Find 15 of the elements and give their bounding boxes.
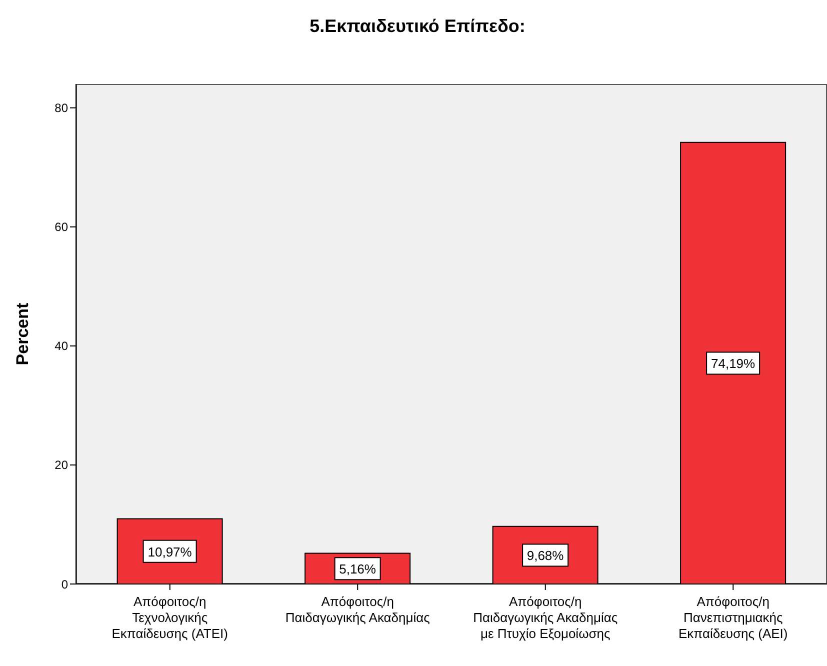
x-tick-label: Απόφοιτος/η Παιδαγωγικής Ακαδημίας	[285, 594, 430, 625]
y-tick-label: 80	[54, 101, 68, 116]
data-label: 10,97%	[148, 544, 192, 560]
x-tick-label: Απόφοιτος/η Τεχνολογικής Εκπαίδευσης (ΑΤΕΙ)	[112, 594, 228, 641]
x-tick-label: Απόφοιτος/η Παιδαγωγικής Ακαδημίας με Πτυχίο Εξομοίωσης	[473, 594, 618, 641]
chart-title: 5.Εκπαιδευτικό Επίπεδο:	[308, 16, 526, 37]
y-tick-label: 60	[54, 220, 68, 234]
y-tick-label: 0	[61, 577, 68, 592]
y-tick-label: 20	[54, 458, 68, 472]
data-label: 5,16%	[339, 562, 376, 577]
y-axis-title: Percent	[13, 302, 32, 366]
data-label: 9,68%	[526, 548, 564, 564]
x-tick-label: Απόφοιτος/η Πανεπιστημιακής Εκπαίδευσης (ΑΕΙ)	[678, 594, 788, 641]
y-tick-label: 40	[54, 339, 68, 354]
data-label: 74,19%	[711, 356, 756, 372]
